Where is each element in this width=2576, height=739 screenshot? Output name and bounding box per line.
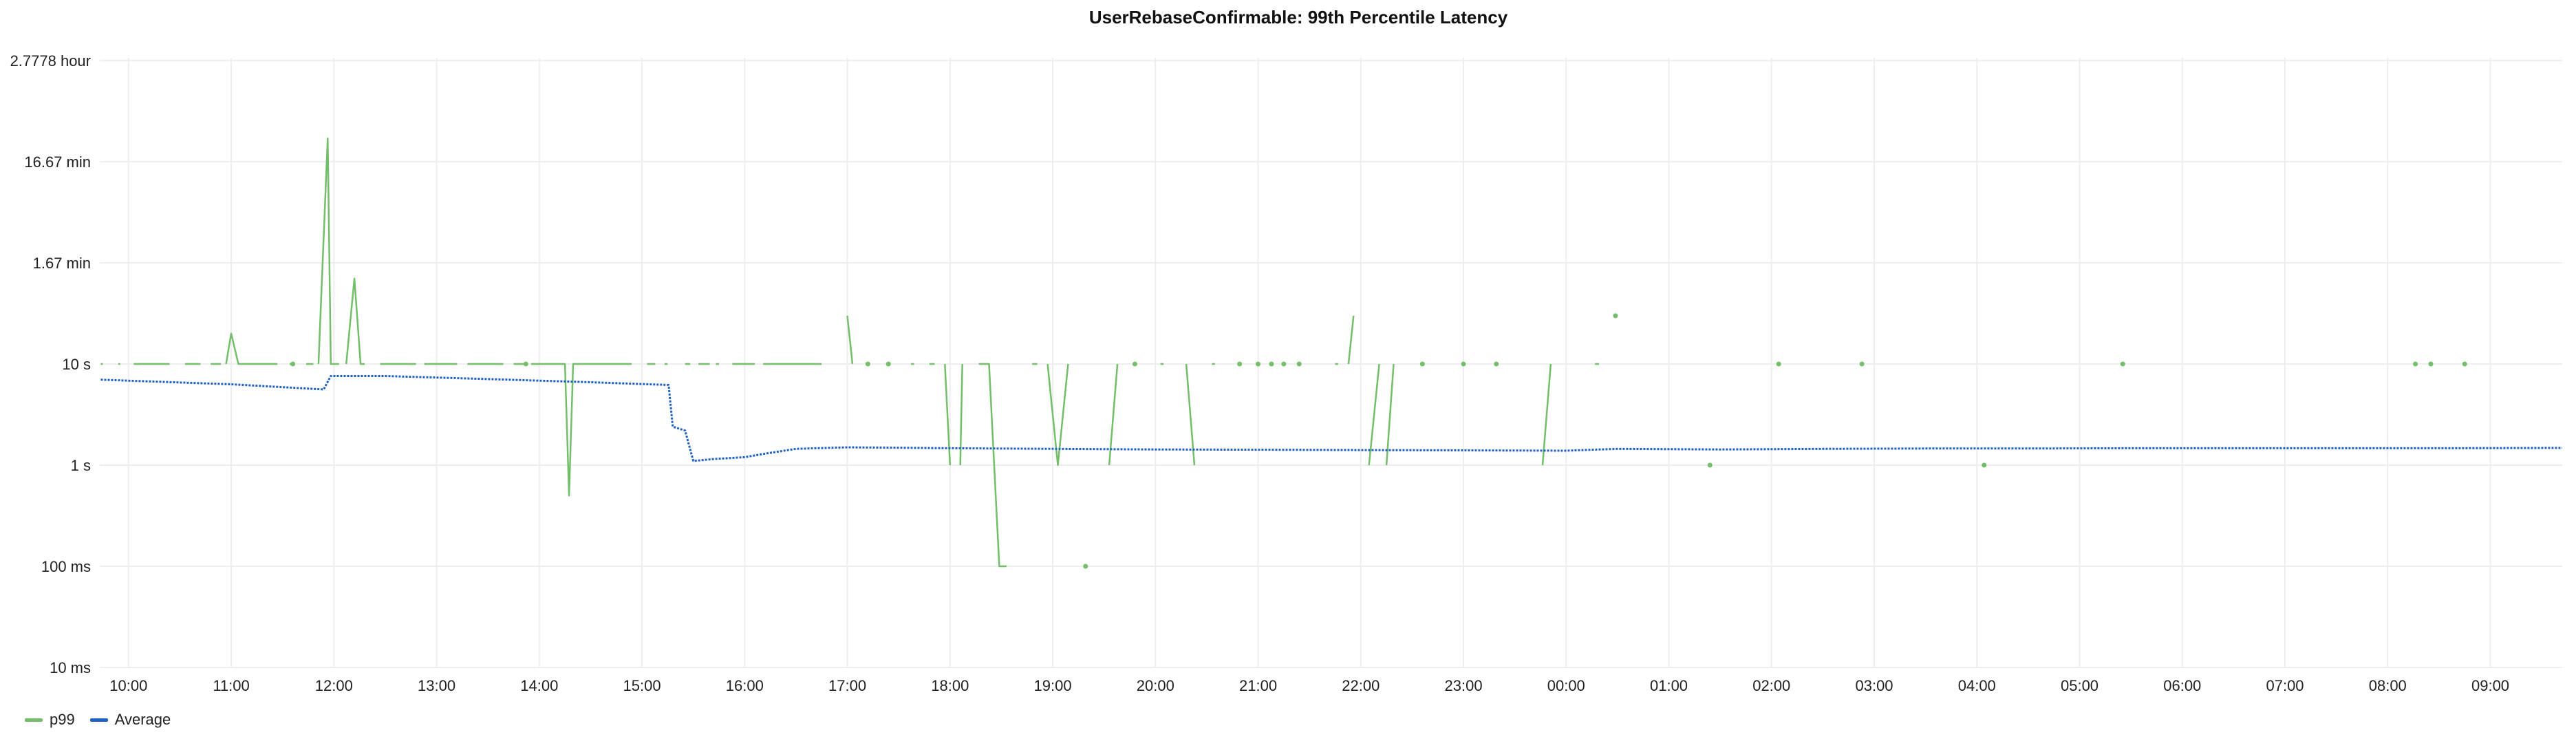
x-tick-label: 12:00: [315, 677, 353, 694]
grid-lines: [100, 58, 2562, 668]
p99-point: [865, 361, 870, 367]
x-tick-label: 08:00: [2369, 677, 2407, 694]
y-tick-label: 1.67 min: [33, 255, 91, 272]
x-tick-label: 01:00: [1650, 677, 1688, 694]
y-axis-ticks: 10 ms 100 ms 1 s 10 s 1.67 min 16.67 min 2.777…: [10, 52, 91, 676]
y-tick-label: 100 ms: [41, 558, 91, 575]
legend: p99 Average: [25, 711, 171, 729]
p99-line-segment: [1541, 363, 1552, 466]
x-tick-label: 02:00: [1752, 677, 1790, 694]
p99-swatch: [25, 718, 43, 722]
average-swatch: [89, 718, 108, 722]
p99-line-segment: [1385, 363, 1395, 466]
x-tick-label: 00:00: [1547, 677, 1585, 694]
x-tick-label: 22:00: [1342, 677, 1380, 694]
x-tick-label: 17:00: [828, 677, 866, 694]
y-tick-label: 1 s: [71, 457, 91, 474]
p99-line-segment: [1185, 363, 1196, 466]
legend-item-average[interactable]: Average: [89, 711, 171, 729]
p99-line-segment: [345, 277, 365, 365]
p99-point: [2428, 361, 2434, 367]
p99-point: [1419, 361, 1425, 367]
p99-point: [290, 361, 296, 367]
p99-line-segment: [1046, 363, 1069, 467]
series-p99: [100, 137, 2467, 569]
p99-point: [1461, 361, 1466, 367]
p99-point: [1494, 361, 1499, 367]
p99-point: [1083, 564, 1088, 569]
p99-point: [523, 361, 528, 367]
x-tick-label: 18:00: [931, 677, 969, 694]
p99-point: [1776, 361, 1781, 367]
p99-line-segment: [944, 363, 952, 466]
legend-label-p99: p99: [50, 711, 75, 728]
p99-line-segment: [530, 363, 632, 497]
p99-point: [1237, 361, 1243, 367]
p99-line-segment: [317, 137, 339, 365]
x-tick-label: 15:00: [623, 677, 661, 694]
x-tick-label: 14:00: [520, 677, 558, 694]
x-tick-label: 05:00: [2061, 677, 2099, 694]
average-line: [100, 375, 2563, 462]
x-tick-label: 20:00: [1137, 677, 1174, 694]
p99-point: [1613, 313, 1618, 319]
p99-point: [1707, 462, 1713, 468]
p99-line-segment: [225, 332, 278, 365]
p99-line-segment: [978, 363, 1007, 568]
p99-line-segment: [959, 363, 963, 466]
p99-line-segment: [846, 315, 854, 365]
x-tick-label: 10:00: [109, 677, 147, 694]
x-axis-ticks: 10:00 11:00 12:00 13:00 14:00 15:00 16:00 17:00…: [109, 677, 2509, 694]
p99-point: [2413, 361, 2418, 367]
p99-point: [1296, 361, 1302, 367]
p99-point: [1859, 361, 1865, 367]
p99-point: [886, 361, 891, 367]
y-tick-label: 10 ms: [50, 659, 91, 676]
p99-point: [1281, 361, 1287, 367]
x-tick-label: 19:00: [1034, 677, 1072, 694]
y-tick-label: 2.7778 hour: [10, 52, 91, 69]
legend-item-p99[interactable]: p99: [25, 711, 75, 729]
x-tick-label: 23:00: [1445, 677, 1483, 694]
x-tick-label: 07:00: [2266, 677, 2304, 694]
x-tick-label: 06:00: [2163, 677, 2201, 694]
p99-point: [2462, 361, 2467, 367]
p99-point: [1269, 361, 1274, 367]
legend-label-average: Average: [114, 711, 171, 728]
series-average: [100, 375, 2563, 462]
x-tick-label: 16:00: [726, 677, 764, 694]
x-tick-label: 03:00: [1855, 677, 1893, 694]
p99-line-segment: [1368, 363, 1380, 466]
x-tick-label: 04:00: [1958, 677, 1996, 694]
p99-point: [1256, 361, 1261, 367]
x-tick-label: 21:00: [1239, 677, 1277, 694]
plot-area[interactable]: [100, 137, 2563, 569]
p99-point: [1132, 361, 1137, 367]
p99-line-segment: [1347, 315, 1355, 365]
y-tick-label: 16.67 min: [24, 153, 91, 171]
x-tick-label: 13:00: [418, 677, 455, 694]
p99-point: [1982, 462, 1987, 468]
y-tick-label: 10 s: [62, 356, 91, 373]
x-tick-label: 11:00: [213, 677, 249, 694]
x-tick-label: 09:00: [2471, 677, 2509, 694]
chart-title: UserRebaseConfirmable: 99th Percentile L…: [1089, 7, 1508, 28]
p99-point: [2120, 361, 2125, 367]
